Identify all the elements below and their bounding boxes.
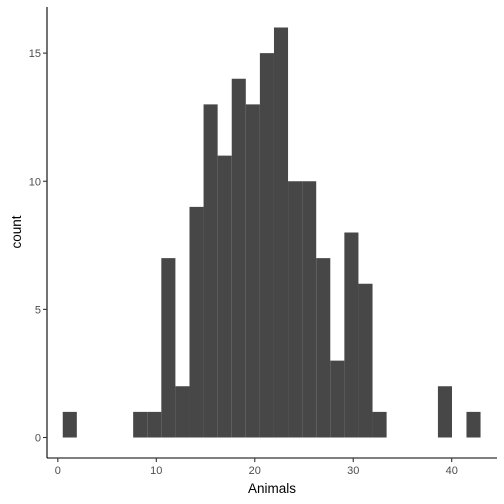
x-tick-label-0: 0 xyxy=(55,465,61,477)
histogram-bar-6 xyxy=(203,104,218,438)
y-tick-label-3: 15 xyxy=(29,48,41,60)
histogram-bar-8 xyxy=(231,78,246,438)
histogram-bar-3 xyxy=(161,258,176,438)
histogram-bar-1 xyxy=(133,411,148,438)
histogram-bar-18 xyxy=(372,411,387,438)
x-axis-title: Animals xyxy=(248,481,296,496)
histogram-bar-15 xyxy=(330,360,345,438)
histogram-bars xyxy=(62,27,481,438)
x-tick-label-1: 10 xyxy=(150,465,162,477)
y-tick-label-0: 0 xyxy=(35,433,41,445)
histogram-bar-4 xyxy=(175,386,190,438)
histogram-bar-9 xyxy=(245,104,260,438)
y-tick-label-2: 10 xyxy=(29,176,41,188)
histogram-bar-7 xyxy=(217,155,232,438)
histogram-bar-17 xyxy=(358,283,373,438)
histogram-bar-11 xyxy=(273,27,289,438)
histogram-bar-13 xyxy=(302,181,317,438)
y-axis-ticks: 0 5 10 15 xyxy=(29,48,47,445)
histogram-bar-10 xyxy=(259,53,274,438)
histogram-bar-2 xyxy=(147,411,162,438)
histogram-bar-12 xyxy=(288,181,303,438)
histogram-bar-16 xyxy=(344,232,359,438)
x-tick-label-4: 40 xyxy=(446,465,458,477)
x-tick-label-2: 20 xyxy=(249,465,261,477)
histogram-bar-14 xyxy=(316,258,331,438)
histogram-bar-19 xyxy=(437,386,452,438)
y-tick-label-1: 5 xyxy=(35,304,41,316)
histogram-bar-0 xyxy=(62,411,77,438)
x-axis-ticks: 0 10 20 30 40 xyxy=(55,458,458,477)
y-axis-title: count xyxy=(9,215,24,248)
histogram-bar-5 xyxy=(189,206,204,438)
histogram-bar-20 xyxy=(466,411,481,438)
x-tick-label-3: 30 xyxy=(347,465,359,477)
